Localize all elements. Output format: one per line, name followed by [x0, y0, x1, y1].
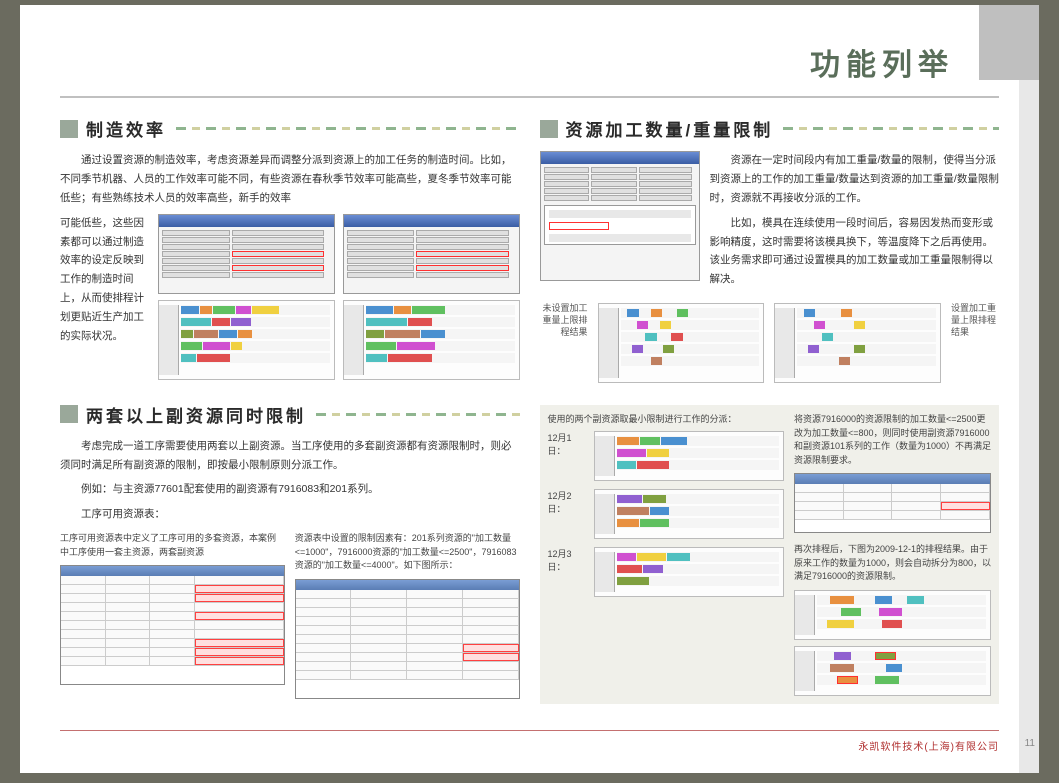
- section3-para3: 工序可用资源表：: [60, 505, 520, 524]
- section4-text1: 将资源7916000的资源限制的加工数量<=2500更改为加工数量<=800，则…: [794, 413, 991, 467]
- corner-block: [979, 5, 1039, 80]
- screenshot-result-day2: [594, 489, 784, 539]
- section2-heading: 资源加工数量/重量限制: [566, 116, 774, 141]
- date-label-3: 12月3日：: [548, 547, 590, 573]
- section2-caption-right: 设置加工重量上限排程结果: [951, 303, 999, 338]
- screenshot-gantt-1: [158, 300, 335, 380]
- section2-para1: 资源在一定时间段内有加工重量/数量的限制，使得当分派到资源上的工作的加工重量/数…: [710, 151, 1000, 208]
- section3-heading: 两套以上副资源同时限制: [86, 402, 306, 427]
- date-label-2: 12月2日：: [548, 489, 590, 515]
- section-manufacturing-efficiency: 制造效率 通过设置资源的制造效率，考虑资源差异而调整分派到资源上的加工任务的制造…: [60, 116, 520, 380]
- screenshot-resource-dialog-2: [343, 214, 520, 294]
- screenshot-gantt-2: [343, 300, 520, 380]
- screenshot-gantt-with-limit: [774, 303, 941, 383]
- page-footer: 永凯软件技术(上海)有限公司: [60, 730, 999, 755]
- page-number: 11: [1025, 738, 1035, 749]
- section4-text2: 再次排程后，下图为2009-12-1的排程结果。由于原来工作的数量为1000，则…: [794, 543, 991, 584]
- section1-heading: 制造效率: [86, 116, 166, 141]
- screenshot-result-day3: [594, 547, 784, 597]
- screenshot-revised-table: [794, 473, 991, 533]
- heading-marker: [60, 120, 78, 138]
- date-label-1: 12月1日：: [548, 431, 590, 457]
- section3-caption-right: 资源表中设置的限制因素有：201系列资源的"加工数量<=1000"，791600…: [295, 532, 520, 573]
- screenshot-result-day1: [594, 431, 784, 481]
- screenshot-limit-dialog: [540, 151, 700, 281]
- footer-company: 永凯软件技术(上海)有限公司: [858, 742, 999, 753]
- screenshot-resource-table-2: [295, 579, 520, 699]
- section-result-schedule: 使用的两个副资源取最小限制进行工作的分派： 12月1日： 12月2日：: [540, 405, 1000, 704]
- page-title: 功能列举: [60, 40, 954, 84]
- section-multi-sub-resource: 两套以上副资源同时限制 考虑完成一道工序需要使用两套以上副资源。当工序使用的多套…: [60, 402, 520, 699]
- screenshot-resource-dialog-1: [158, 214, 335, 294]
- heading-marker: [60, 405, 78, 423]
- screenshot-resource-table-1: [60, 565, 285, 685]
- section3-caption-left: 工序可用资源表中定义了工序可用的多套资源，本案例中工序使用一套主资源，两套副资源: [60, 532, 285, 559]
- section3-para1: 考虑完成一道工序需要使用两套以上副资源。当工序使用的多套副资源都有资源限制时，则…: [60, 437, 520, 475]
- section-weight-limit: 资源加工数量/重量限制: [540, 116, 1000, 383]
- heading-dashes: [316, 413, 520, 416]
- heading-dashes: [176, 127, 520, 130]
- section4-intro: 使用的两个副资源取最小限制进行工作的分派：: [548, 413, 784, 427]
- side-strip: [1019, 80, 1039, 773]
- screenshot-gantt-no-limit: [598, 303, 765, 383]
- section3-para2: 例如：与主资源77601配套使用的副资源有7916083和201系列。: [60, 480, 520, 499]
- section2-para2: 比如，模具在连续使用一段时间后，容易因发热而变形或影响精度，这时需要将该模具换下…: [710, 214, 1000, 290]
- header-rule: [60, 96, 999, 98]
- heading-marker: [540, 120, 558, 138]
- section1-para2: 可能低些，这些因素都可以通过制造效率的设定反映到工作的制造时间上，从而使排程计划…: [60, 214, 150, 346]
- screenshot-result-after: [794, 590, 991, 640]
- screenshot-result-after-2: [794, 646, 991, 696]
- section2-caption-left: 未设置加工重量上限排程结果: [540, 303, 588, 338]
- heading-dashes: [783, 127, 999, 130]
- section1-para1: 通过设置资源的制造效率，考虑资源差异而调整分派到资源上的加工任务的制造时间。比如…: [60, 151, 520, 208]
